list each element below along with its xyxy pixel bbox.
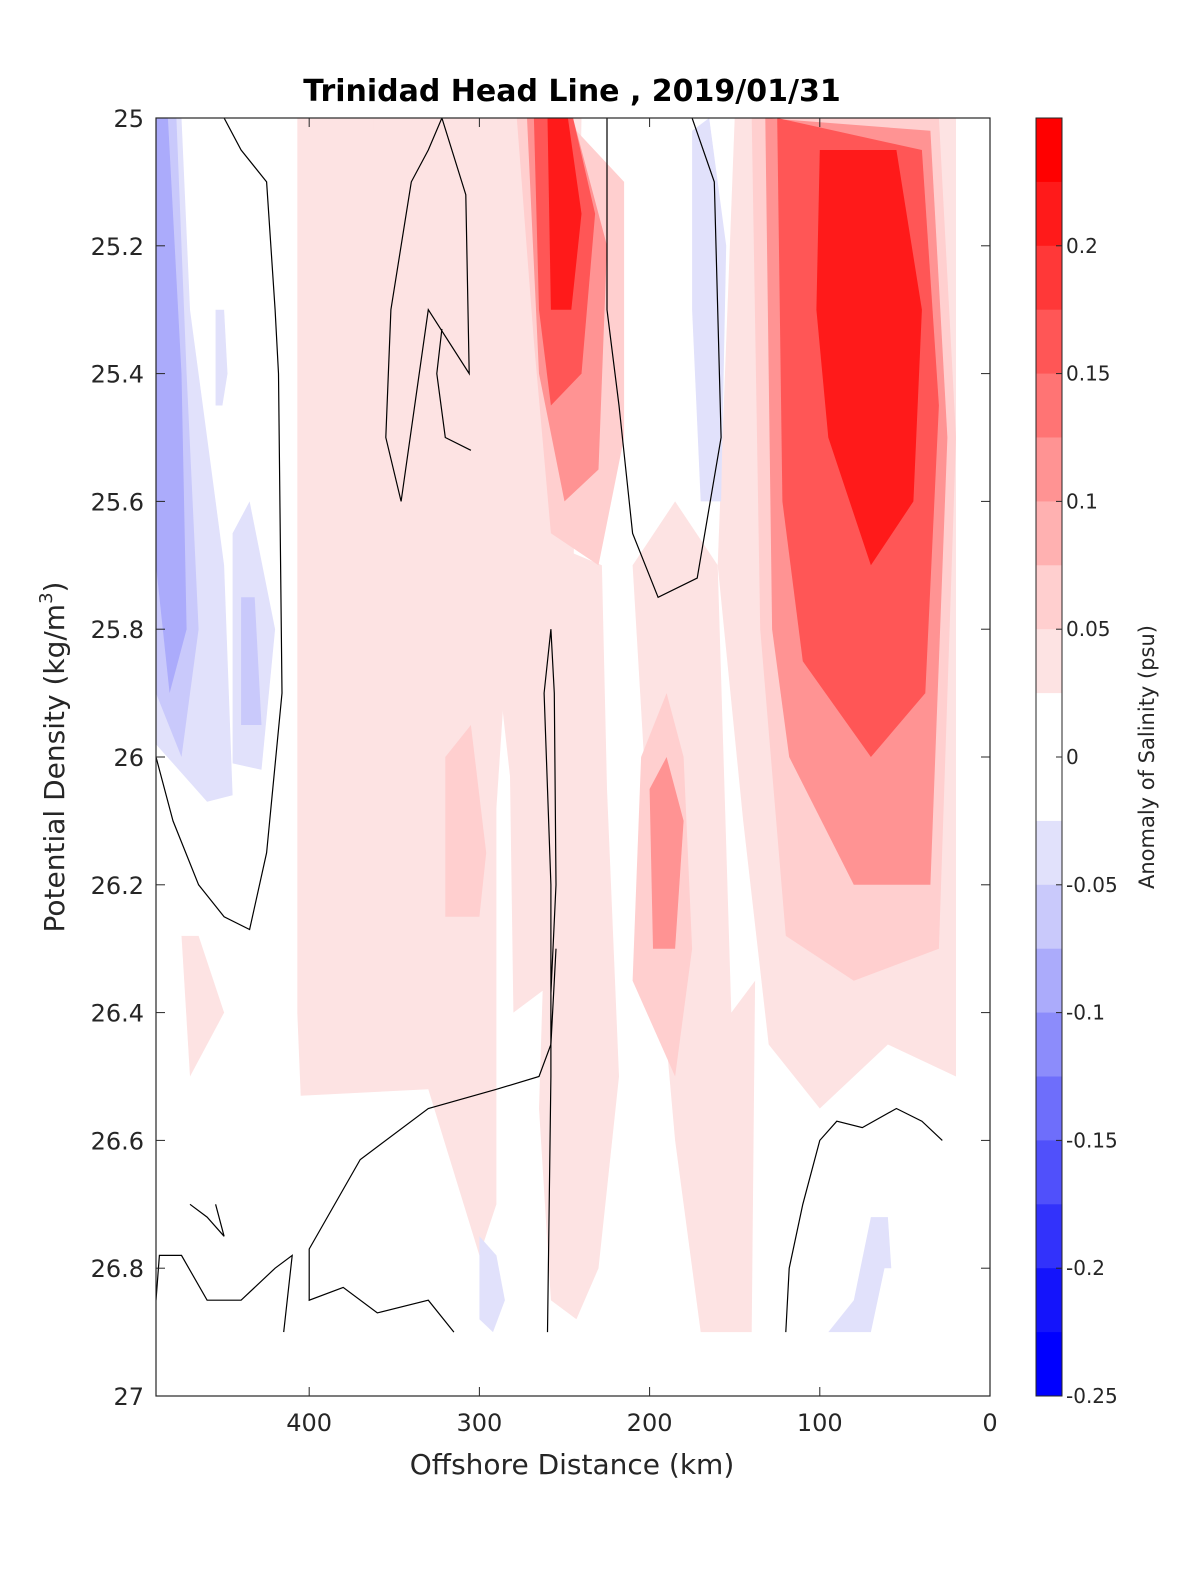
colorbar-tick-label: 0.1 [1066, 489, 1098, 513]
zero-contour-line-8 [785, 1107, 943, 1333]
y-axis-label: Potential Density (kg/m3) [36, 582, 71, 933]
colorbar-tick-label: -0.15 [1066, 1128, 1118, 1152]
y-axis-label-main: Potential Density (kg/m [38, 604, 71, 933]
colorbar-segment [1036, 437, 1062, 502]
colorbar-segment [1036, 181, 1062, 247]
y-axis-label-end: ) [38, 582, 71, 593]
colorbar-segment [1036, 565, 1062, 630]
x-tick-label: 100 [797, 1409, 843, 1437]
contour-region-23 [828, 1217, 892, 1333]
y-tick-label: 27 [113, 1383, 144, 1411]
colorbar-tick-label: 0.05 [1066, 617, 1111, 641]
x-tick-label: 400 [286, 1409, 332, 1437]
chart-title: Trinidad Head Line , 2019/01/31 [303, 74, 840, 109]
zero-contour-line-7 [189, 1203, 225, 1237]
zero-contour-line-1 [385, 118, 470, 502]
y-axis: 25 25.2 25.4 25.6 25.8 26 26.2 26.4 26.6 26.8 27 [91, 105, 990, 1411]
colorbar-segment [1036, 948, 1062, 1014]
colorbar-segment [1036, 1268, 1062, 1333]
zero-contour-line-6 [156, 1254, 293, 1333]
y-tick-label: 26.2 [91, 872, 144, 900]
contour-region-21 [692, 118, 727, 502]
colorbar-tick-label: -0.05 [1066, 873, 1118, 897]
y-axis-label-superscript: 3 [36, 592, 57, 603]
colorbar-tick-label: 0.15 [1066, 362, 1111, 386]
contour-region-19 [215, 309, 228, 406]
colorbar-segment [1036, 629, 1062, 694]
y-tick-label: 26.6 [91, 1127, 144, 1155]
colorbar-ticks: 0.2 0.15 0.1 0.05 0 -0.05 -0.1 -0.15 -0.2 -0.25 [1056, 234, 1118, 1408]
colorbar-segment [1036, 884, 1062, 950]
contour-region-10 [445, 725, 487, 917]
zero-contour-line-3 [606, 118, 722, 599]
y-tick-label: 25.6 [91, 488, 144, 516]
colorbar-segment [1036, 373, 1062, 438]
x-axis-label: Offshore Distance (km) [410, 1448, 735, 1481]
contour-region-26 [156, 118, 187, 694]
colorbar-segment [1036, 118, 1062, 183]
colorbar-tick-label: 0 [1066, 745, 1079, 769]
zero-contour-line-5 [308, 948, 557, 1333]
colorbar-label: Anomaly of Salinity (psu) [1135, 625, 1159, 889]
contour-region-16 [547, 118, 582, 310]
colorbar-tick-label: -0.1 [1066, 1001, 1105, 1025]
colorbar-segment [1036, 1140, 1062, 1205]
zero-contour-line-2 [436, 328, 472, 451]
y-tick-label: 25.2 [91, 233, 144, 261]
y-tick-label: 26 [113, 744, 144, 772]
y-tick-label: 26.4 [91, 1000, 144, 1028]
y-tick-label: 25.8 [91, 616, 144, 644]
x-axis: 400 300 200 100 0 [286, 118, 998, 1437]
x-tick-label: 300 [456, 1409, 502, 1437]
x-tick-label: 0 [982, 1409, 997, 1437]
colorbar-segment [1036, 1204, 1062, 1269]
contour-region-2 [539, 552, 619, 1320]
y-tick-label: 26.8 [91, 1255, 144, 1283]
contour-region-5 [181, 935, 225, 1077]
colorbar-segment [1036, 309, 1062, 375]
colorbar-segment [1036, 245, 1062, 311]
colorbar-tick-label: 0.2 [1066, 234, 1098, 258]
colorbar-segment [1036, 1076, 1062, 1141]
colorbar-segment [1036, 1012, 1062, 1077]
zero-contour-line-0 [156, 118, 283, 931]
colorbar-tick-label: -0.2 [1066, 1256, 1105, 1280]
colorbar-segment [1036, 1332, 1062, 1397]
contour-region-17 [816, 150, 922, 566]
colorbar-segment [1036, 501, 1062, 566]
contour-region-13 [649, 757, 684, 949]
contour-fills [156, 118, 956, 1333]
colorbar-segment [1036, 820, 1062, 886]
zero-contour-lines [156, 118, 943, 1333]
contour-region-6 [329, 118, 374, 131]
x-tick-label: 200 [627, 1409, 673, 1437]
contour-region-25 [241, 597, 262, 725]
colorbar [1036, 118, 1062, 1397]
colorbar-segment [1036, 693, 1062, 758]
contour-region-0 [297, 118, 517, 1256]
y-tick-label: 25.4 [91, 361, 144, 389]
colorbar-tick-label: -0.25 [1066, 1384, 1118, 1408]
y-tick-label: 25 [113, 105, 144, 133]
contour-region-22 [479, 1236, 505, 1333]
colorbar-segment [1036, 757, 1062, 822]
